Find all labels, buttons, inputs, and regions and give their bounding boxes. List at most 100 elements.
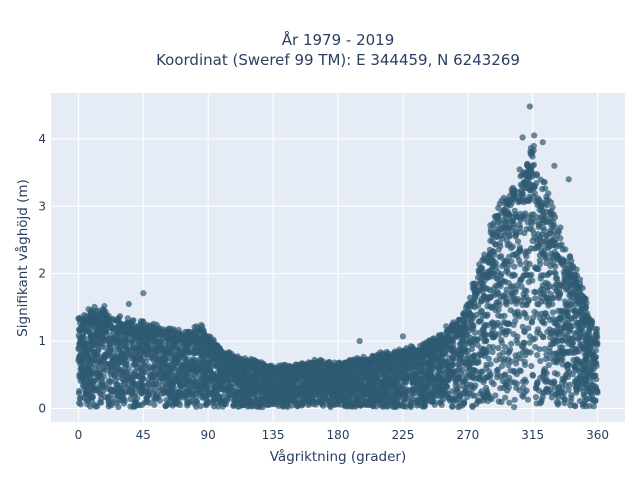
data-point xyxy=(517,224,524,231)
data-point xyxy=(486,293,493,300)
data-point xyxy=(524,396,532,403)
data-point xyxy=(499,362,506,370)
data-point xyxy=(270,394,277,401)
data-point xyxy=(106,380,113,387)
data-point xyxy=(202,401,210,408)
data-point xyxy=(533,265,540,272)
data-point xyxy=(117,385,124,392)
data-point xyxy=(482,311,489,319)
data-point xyxy=(520,384,527,391)
data-point xyxy=(463,338,470,345)
data-point xyxy=(105,339,113,346)
data-point xyxy=(543,237,550,244)
data-point xyxy=(502,258,509,265)
data-point xyxy=(519,301,526,309)
data-point xyxy=(489,319,496,326)
data-point xyxy=(553,329,560,336)
data-point xyxy=(131,351,138,358)
data-point xyxy=(532,295,539,302)
data-point xyxy=(594,388,601,395)
data-point xyxy=(588,387,596,394)
data-point xyxy=(131,400,138,407)
data-point xyxy=(502,328,509,336)
data-point xyxy=(422,391,429,398)
data-point xyxy=(548,330,555,337)
data-point xyxy=(521,361,529,368)
data-point xyxy=(514,295,521,303)
data-points xyxy=(75,103,601,411)
data-point xyxy=(471,392,478,399)
data-point xyxy=(449,388,456,395)
data-point xyxy=(212,388,219,395)
data-point xyxy=(222,374,229,381)
data-point xyxy=(513,356,520,363)
data-point xyxy=(556,242,563,249)
data-point xyxy=(531,190,539,197)
data-point xyxy=(505,349,512,356)
data-point xyxy=(258,399,265,406)
data-point xyxy=(549,380,556,387)
data-point xyxy=(114,336,121,343)
data-point xyxy=(538,231,546,238)
data-point xyxy=(531,234,538,241)
data-point xyxy=(560,323,568,330)
data-point xyxy=(471,329,479,336)
data-point xyxy=(382,388,389,395)
data-point xyxy=(127,403,134,410)
data-point xyxy=(223,385,230,392)
data-point xyxy=(234,387,241,394)
data-point xyxy=(87,372,94,379)
data-point xyxy=(484,398,491,405)
data-point xyxy=(476,370,483,377)
data-point xyxy=(376,362,383,369)
data-point xyxy=(485,355,492,362)
data-point xyxy=(112,352,119,359)
data-point xyxy=(517,368,524,375)
data-point xyxy=(93,365,100,372)
data-point xyxy=(312,380,319,387)
data-point xyxy=(400,399,407,406)
data-point xyxy=(157,339,164,346)
data-point xyxy=(508,379,515,386)
data-point xyxy=(567,291,575,298)
data-point xyxy=(528,318,536,325)
data-point xyxy=(335,390,342,397)
data-point xyxy=(496,331,503,338)
data-point xyxy=(549,309,557,316)
data-point xyxy=(502,394,509,401)
data-point xyxy=(525,325,532,332)
data-point xyxy=(498,336,505,344)
data-point xyxy=(376,387,383,395)
data-point xyxy=(541,389,548,396)
data-point xyxy=(210,397,217,404)
data-point xyxy=(552,236,559,243)
data-point xyxy=(459,402,466,409)
data-point xyxy=(554,293,561,300)
data-point xyxy=(294,385,301,392)
data-point xyxy=(278,395,285,402)
data-point xyxy=(505,356,512,363)
data-point xyxy=(346,395,353,402)
data-point xyxy=(123,358,130,365)
data-point xyxy=(578,319,585,326)
data-point xyxy=(457,393,464,400)
data-point xyxy=(500,294,507,301)
data-point xyxy=(448,344,455,352)
data-point xyxy=(454,388,461,395)
data-point xyxy=(434,374,442,381)
data-point xyxy=(464,357,472,364)
data-point xyxy=(197,361,204,368)
data-point xyxy=(151,338,158,345)
data-point xyxy=(531,288,538,295)
data-point xyxy=(451,396,458,403)
data-point xyxy=(384,403,391,410)
data-point xyxy=(477,317,485,324)
data-point xyxy=(410,377,417,384)
data-point xyxy=(158,361,165,368)
data-point xyxy=(138,380,145,387)
data-point xyxy=(419,381,426,388)
data-point xyxy=(381,363,388,370)
data-point xyxy=(341,376,348,383)
data-point xyxy=(525,248,532,255)
data-point xyxy=(536,236,543,243)
